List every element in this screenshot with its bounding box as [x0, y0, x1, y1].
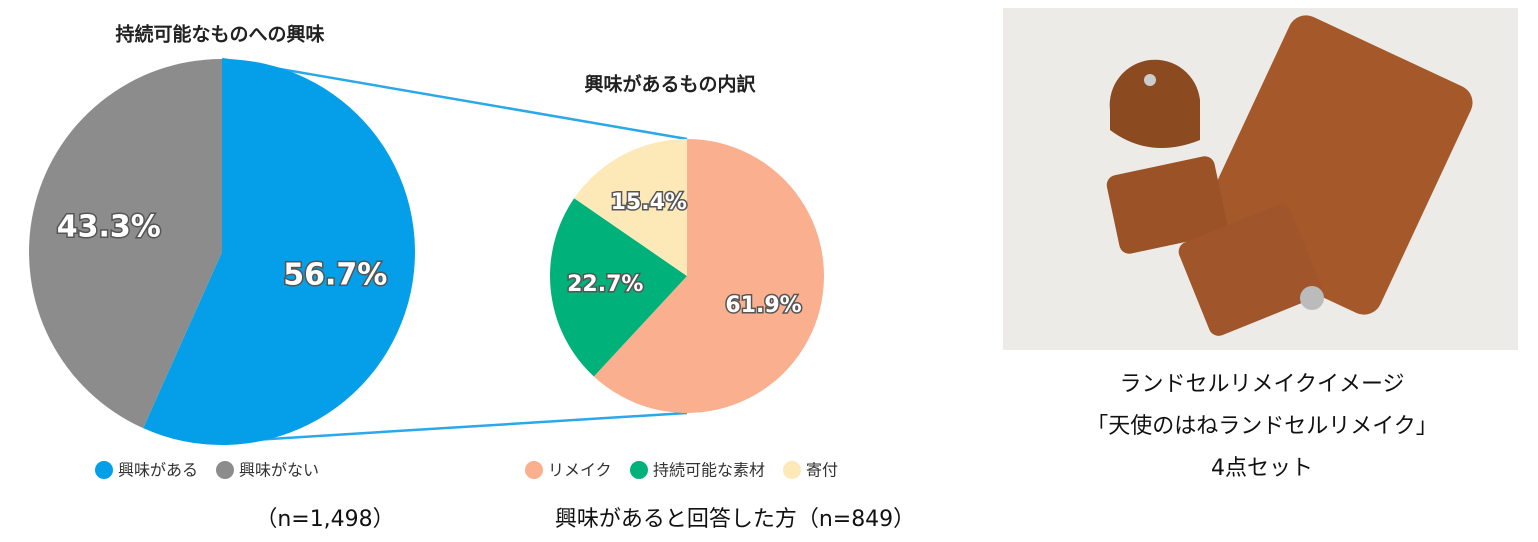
image-caption: 4点セット [1211, 456, 1313, 481]
legend-label: 興味がない [239, 461, 319, 480]
legend-swatch [525, 461, 543, 479]
pie-slice [29, 59, 222, 429]
photo [1003, 8, 1518, 350]
legend-swatch [630, 461, 648, 479]
legend-label: 寄付 [806, 461, 838, 480]
chart-note: （n=1,498） [255, 507, 394, 532]
chart-title: 持続可能なものへの興味 [115, 23, 324, 46]
chart-note: 興味があると回答した方（n=849） [555, 507, 915, 532]
value-label: 15.4% [611, 190, 687, 215]
pie-slice [593, 139, 824, 413]
legend-swatch [216, 461, 234, 479]
pie-slice [143, 59, 415, 446]
pie-slice [550, 198, 687, 377]
pie-slice [574, 139, 687, 276]
legend-label: 持続可能な素材 [653, 461, 765, 480]
value-label: 61.9% [725, 293, 801, 318]
connector [204, 411, 688, 445]
legend-swatch [95, 461, 113, 479]
value-label: 22.7% [567, 272, 643, 297]
image-caption: ランドセルリメイクイメージ [1119, 372, 1404, 397]
value-label: 56.7% [283, 258, 387, 293]
chart-title: 興味があるもの内訳 [584, 73, 756, 96]
legend-swatch [783, 461, 801, 479]
legend-label: 興味がある [118, 461, 198, 480]
connector [221, 57, 688, 141]
legend-label: リメイク [548, 461, 612, 480]
value-label: 43.3% [57, 209, 161, 244]
image-caption: 「天使のはねランドセルリメイク」 [1086, 414, 1438, 439]
